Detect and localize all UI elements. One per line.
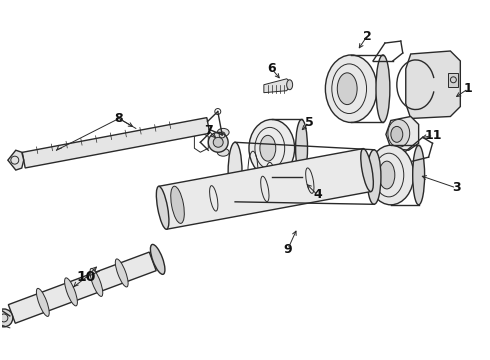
Ellipse shape (90, 269, 103, 296)
Ellipse shape (295, 120, 308, 177)
Ellipse shape (368, 145, 414, 205)
Ellipse shape (413, 145, 425, 205)
Text: 4: 4 (313, 188, 322, 201)
Circle shape (0, 309, 13, 327)
Text: 7: 7 (204, 124, 213, 137)
Text: 9: 9 (283, 243, 292, 256)
Ellipse shape (217, 148, 229, 156)
Circle shape (208, 132, 228, 152)
Ellipse shape (249, 120, 294, 177)
Polygon shape (386, 117, 418, 150)
Polygon shape (8, 150, 24, 170)
Ellipse shape (376, 55, 390, 122)
Polygon shape (8, 252, 156, 323)
Ellipse shape (337, 73, 357, 105)
Text: 11: 11 (425, 129, 442, 142)
Polygon shape (159, 149, 371, 229)
Bar (448, 73, 458, 87)
Ellipse shape (361, 149, 373, 192)
Polygon shape (264, 79, 292, 93)
Ellipse shape (156, 186, 169, 229)
Circle shape (213, 137, 223, 147)
Ellipse shape (325, 55, 377, 122)
Polygon shape (22, 118, 210, 168)
Ellipse shape (228, 142, 242, 202)
Ellipse shape (65, 278, 77, 306)
Text: 1: 1 (464, 82, 473, 95)
Text: 8: 8 (115, 112, 123, 125)
Text: 5: 5 (305, 116, 314, 129)
Ellipse shape (115, 259, 128, 287)
Text: 2: 2 (363, 30, 371, 42)
Text: 3: 3 (452, 181, 461, 194)
Text: 6: 6 (268, 62, 276, 75)
Ellipse shape (217, 129, 229, 136)
Ellipse shape (171, 186, 184, 223)
Ellipse shape (150, 244, 165, 274)
Polygon shape (406, 51, 460, 118)
Ellipse shape (287, 80, 293, 90)
Ellipse shape (391, 126, 403, 142)
Ellipse shape (388, 120, 410, 147)
Ellipse shape (379, 161, 395, 189)
Text: 10: 10 (76, 270, 96, 284)
Ellipse shape (36, 288, 49, 316)
Ellipse shape (260, 135, 276, 161)
Ellipse shape (367, 150, 381, 204)
